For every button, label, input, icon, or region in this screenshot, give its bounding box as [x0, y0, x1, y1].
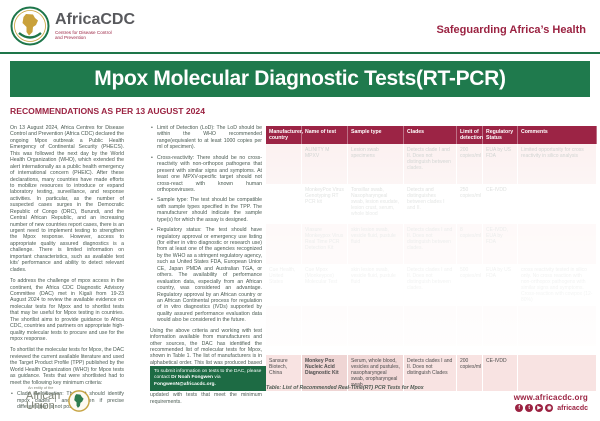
table-cell [518, 224, 597, 265]
table-cell: Cue Health, United States [266, 264, 302, 307]
table-cell: skin lesion swab, vesicle fluid, pustule… [348, 264, 404, 307]
paragraph: To shortlist the molecular tests for Mpo… [10, 347, 124, 386]
logo-subtitle: Centres for Disease Control and Preventi… [55, 29, 112, 41]
table-cell [266, 224, 302, 265]
column-header: Manufacturer, country [266, 126, 303, 145]
tagline: Safeguarding Africa’s Health [436, 24, 586, 36]
table-visible-rows: Sansure Biotech, China Monkey Pox Nucleic… [266, 355, 597, 391]
table-cell: CE-IVDD, EUA by FDA [483, 224, 518, 265]
table-cell: 250 copies/ml [457, 184, 483, 225]
table-cell [266, 144, 302, 185]
column-header: Sample type [348, 126, 404, 145]
youtube-icon[interactable]: ▶ [535, 404, 544, 412]
table-cell [518, 184, 597, 225]
header-divider [0, 52, 600, 54]
footer-links: www.africacdc.org f t ▶ ◉ africacdc [514, 393, 588, 412]
section-heading: RECOMMENDATIONS AS PER 13 AUGUST 2024 [10, 106, 205, 116]
contact-text: To submit information on tests to the DA… [154, 369, 262, 381]
table-cell [483, 306, 518, 347]
table-cell: Tonsillar swab, Nasopharyngeal swab, les… [348, 184, 404, 225]
table-row: Viasure Monkeypox Virus Real Time PCR De… [266, 224, 597, 265]
column-header: Regulatory Status [483, 126, 518, 145]
table-row: MonkeyPox Virus Genotyping RT PCR kit Ton… [266, 184, 597, 225]
contact-connector: via [212, 375, 221, 381]
table-row: Cue Health, United States Cue Mpox (Monke… [266, 264, 597, 307]
table-cell: Viasure Monkeypox Virus Real Time PCR De… [302, 224, 348, 265]
table-cell [348, 306, 404, 347]
au-entity-note: An entity of the [28, 386, 54, 390]
table-cell: cross reactivity tested in silico only. … [518, 264, 597, 307]
table-cell: ALINITY M MPXV [302, 144, 348, 185]
website-link[interactable]: www.africacdc.org [513, 393, 588, 402]
column-header: Limit of detection [457, 126, 483, 145]
table-cell: 200 copies/ml [457, 355, 483, 391]
table-cell: Detects clades I and II. Does not distin… [404, 355, 457, 391]
table-cell: 500 copies/ml [457, 264, 483, 307]
contact-person: Dr Noah Fongwen [171, 375, 213, 381]
facebook-icon[interactable]: f [515, 404, 524, 412]
column-header: Name of test [302, 126, 348, 145]
table-cell [266, 184, 302, 225]
page-title: Mpox Molecular Diagnostic Tests(RT-PCR) [94, 67, 506, 90]
contact-email-link[interactable]: FongwenN@africacdc.org. [154, 381, 216, 387]
table-cell: skin lesion swab, vesicle fluid, pustule… [348, 224, 404, 265]
table-cell: Sansure Biotech, China [266, 355, 302, 391]
title-banner: Mpox Molecular Diagnostic Tests(RT-PCR) [10, 61, 590, 97]
table-row: ALINITY M MPXV Lesion swab specimens Detec… [266, 144, 597, 185]
table-cell: 200 copies/ml [457, 144, 483, 185]
table-cell: MonkeyPox Virus Genotyping RT PCR kit [302, 184, 348, 225]
table-cell: Limited opportunity for cross reactivity… [518, 144, 597, 185]
column-header: Comments [518, 126, 597, 145]
paragraph: To address the challenge of mpox access … [10, 278, 124, 342]
table-cell: Serum, whole blood, vesicles and pustule… [348, 355, 404, 391]
africa-cdc-logo: AfricaCDC Centres for Disease Control an… [10, 6, 135, 46]
table-cell [518, 306, 597, 347]
contact-box: To submit information on tests to the DA… [150, 366, 276, 392]
table-cell: CE-IVDD [483, 184, 518, 225]
african-union-logo: An entity of the African Union [26, 386, 90, 412]
table-cell: EUA by US FDA [483, 264, 518, 307]
twitter-icon[interactable]: t [525, 404, 534, 412]
table-cell: Cue Mpox (Monkeypox) Molecular Test [302, 264, 348, 307]
column-header: Clades [404, 126, 457, 145]
table-cell [518, 355, 597, 391]
table-cell [266, 306, 302, 347]
table-row [266, 306, 597, 347]
table-cell: 8 copies/ml [457, 224, 483, 265]
criteria-bullet: Regulatory status: The test should have … [150, 227, 262, 324]
logo-title: AfricaCDC [55, 10, 136, 28]
au-name: African Union [26, 389, 61, 412]
table-cell: Detects clades I and II. Does not distin… [404, 264, 457, 307]
table-cell: Monkey Pox Nucleic Acid Diagnostic Kit [302, 355, 348, 391]
middle-text-column: Limit of Detection (LoD): The LoD should… [150, 125, 262, 410]
paragraph: On 13 August 2024, Africa Centres for Di… [10, 125, 124, 273]
table-header-row: Manufacturer, country Name of test Sample … [266, 126, 597, 145]
table-cell: Detects clade I and II. Does not disting… [404, 144, 457, 185]
criteria-bullet: Sample type: The test should be compatib… [150, 197, 262, 223]
table-cell: Lesion swab specimens [348, 144, 404, 185]
table-cell [302, 306, 348, 347]
table-caption: Table: List of Recommended Real-Time(RT)… [266, 385, 424, 391]
table-cell [457, 306, 483, 347]
african-union-emblem-icon [68, 390, 90, 412]
social-row: f t ▶ ◉ africacdc [514, 404, 588, 412]
table-row: Sansure Biotech, China Monkey Pox Nucleic… [266, 355, 597, 391]
left-text-column: On 13 August 2024, Africa Centres for Di… [10, 125, 124, 414]
table-cell: Detects and distinguishes between clades… [404, 184, 457, 225]
criteria-bullet: Limit of Detection (LoD): The LoD should… [150, 125, 262, 151]
africa-cdc-emblem-icon [10, 6, 50, 46]
logo-text: AfricaCDC Centres for Disease Control an… [55, 10, 136, 41]
criteria-bullet: Cross-reactivity: There should be no cro… [150, 155, 262, 194]
table-cell: Detects clades I and II. Does not distin… [404, 224, 457, 265]
table-cell: CE-IVDD [483, 355, 518, 391]
table-cell: EUA by US FDA [483, 144, 518, 185]
tests-table: Manufacturer, country Name of test Sample … [266, 126, 597, 391]
table-cell [404, 306, 457, 347]
social-handle[interactable]: africacdc [557, 404, 588, 412]
instagram-icon[interactable]: ◉ [545, 404, 554, 412]
table-faded-rows: ALINITY M MPXV Lesion swab specimens Detec… [266, 144, 597, 356]
